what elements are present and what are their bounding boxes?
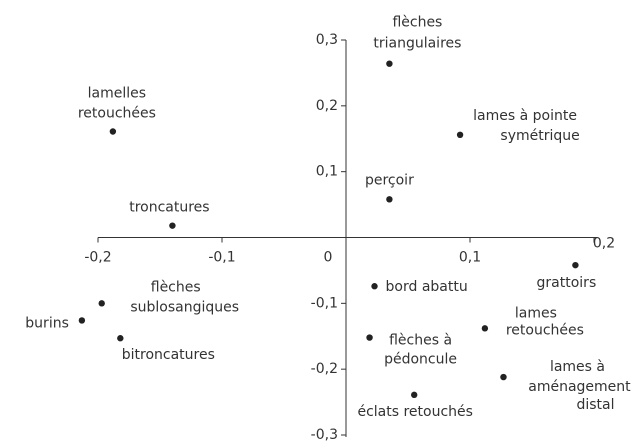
point xyxy=(411,391,418,399)
point xyxy=(98,300,105,307)
point-label: flèches xyxy=(392,15,442,31)
y-tick-label: 0,1 xyxy=(316,164,338,180)
point-label: flèches à xyxy=(389,333,452,349)
point xyxy=(366,334,373,341)
point xyxy=(386,196,393,203)
point-label: aménagement xyxy=(528,379,631,395)
point-label: grattoirs xyxy=(537,275,597,291)
point-label: lames à pointe xyxy=(473,108,577,124)
x-tick-label: -0,2 xyxy=(84,250,111,266)
point xyxy=(109,128,117,135)
y-tick-label: 0,3 xyxy=(316,32,338,48)
point-label: lames à xyxy=(550,359,605,375)
point-label: pédoncule xyxy=(384,352,457,368)
point-label: distal xyxy=(576,397,614,413)
y-tick-label: -0,3 xyxy=(311,427,338,443)
point xyxy=(371,283,378,290)
x-tick-label: 0 xyxy=(324,250,333,266)
point xyxy=(78,317,86,324)
point xyxy=(481,325,489,332)
point xyxy=(386,60,393,67)
point-label: burins xyxy=(25,315,69,331)
point-label: troncatures xyxy=(129,200,209,216)
point xyxy=(500,373,507,381)
point xyxy=(456,131,464,138)
point-label: triangulaires xyxy=(373,36,461,52)
point-label: perçoir xyxy=(365,172,414,188)
point-label: lamelles xyxy=(88,86,146,102)
x-tick-label: 0,2 xyxy=(593,236,615,252)
point-label: lames xyxy=(515,305,557,321)
point xyxy=(572,261,579,269)
point-label: flèches xyxy=(151,279,201,295)
point-label: symétrique xyxy=(500,128,579,144)
point xyxy=(117,335,124,342)
point-label: bitroncatures xyxy=(122,347,215,363)
x-tick-label: -0,1 xyxy=(208,250,235,266)
y-tick-label: -0,1 xyxy=(311,295,338,311)
y-tick-label: -0,2 xyxy=(311,361,338,377)
point-label: bord abattu xyxy=(386,279,468,295)
point xyxy=(169,222,176,229)
y-tick-label: 0,2 xyxy=(316,98,338,114)
point-label: éclats retouchés xyxy=(357,404,472,420)
point-label: retouchées xyxy=(78,106,156,122)
x-tick-label: 0,1 xyxy=(459,250,481,266)
point-label: retouchées xyxy=(506,322,584,338)
point-label: sublosangiques xyxy=(130,299,239,315)
